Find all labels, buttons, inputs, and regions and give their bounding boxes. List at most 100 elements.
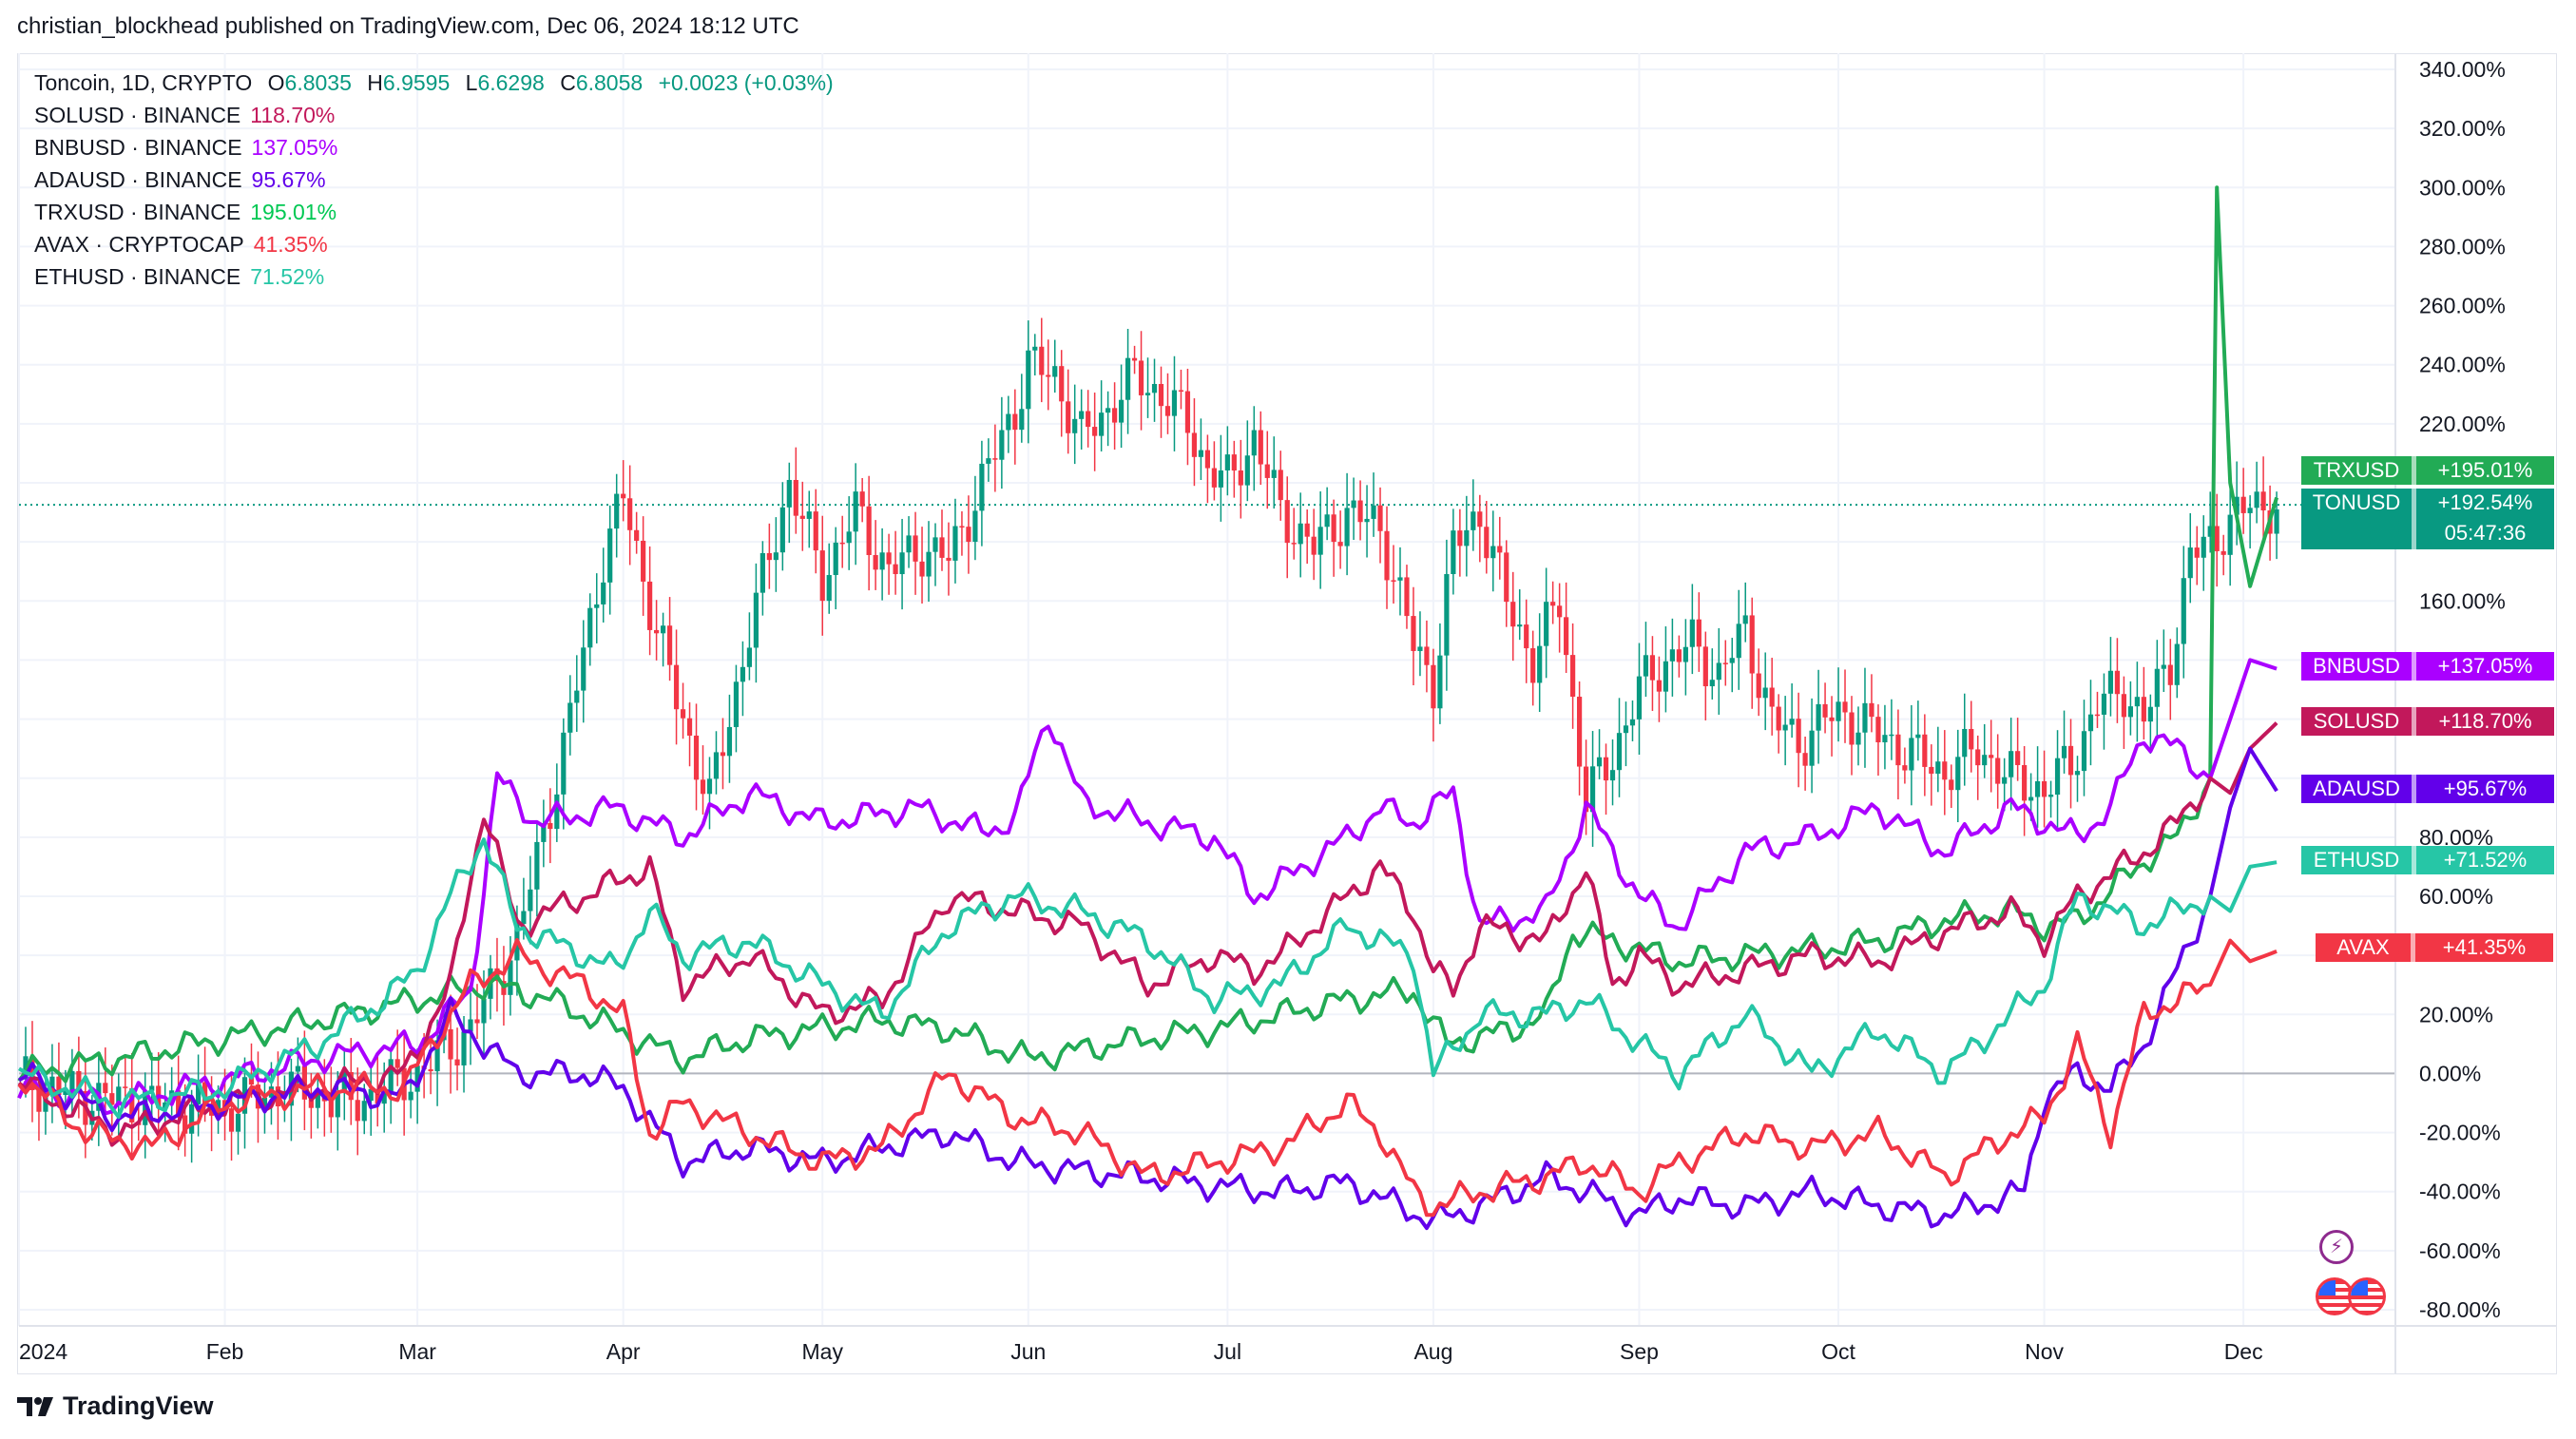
ton-candle xyxy=(2161,664,2166,669)
ton-candle xyxy=(1211,468,1217,488)
ton-candle xyxy=(1550,602,1556,606)
ton-candle xyxy=(248,1077,255,1085)
x-tick-label: Mar xyxy=(398,1339,436,1364)
ton-candle xyxy=(2240,496,2246,513)
ton-candle xyxy=(746,647,753,667)
ton-candle xyxy=(554,794,560,830)
price-badge-solusd[interactable]: SOLUSD +118.70% xyxy=(2301,707,2554,736)
ton-candle xyxy=(1716,662,1721,681)
ton-candle xyxy=(1411,616,1416,651)
ton-candle xyxy=(1922,734,1928,767)
ton-candle xyxy=(607,528,613,583)
ton-candle xyxy=(1537,645,1543,683)
us-flag-icon-2[interactable] xyxy=(2348,1277,2386,1315)
ton-candle xyxy=(548,822,553,830)
badge-percent: +71.52% xyxy=(2443,848,2528,872)
price-badge-trxusd[interactable]: TRXUSD +195.01% xyxy=(2301,456,2554,485)
price-badge-avax[interactable]: AVAX +41.35% xyxy=(2316,933,2553,962)
ton-candle xyxy=(1204,450,1211,469)
ton-candle xyxy=(2022,764,2028,801)
ton-candle xyxy=(1822,703,1828,718)
ton-candle xyxy=(1471,511,1476,530)
ton-candle xyxy=(839,542,845,545)
legend-row[interactable]: ADAUSD · BINANCE 95.67% xyxy=(34,163,834,196)
lightning-icon[interactable]: ⚡ xyxy=(2319,1230,2354,1264)
badge-symbol: AVAX xyxy=(2336,935,2390,959)
legend-value: 195.01% xyxy=(250,200,337,224)
ton-candle xyxy=(2087,714,2094,732)
ton-candle xyxy=(2194,547,2200,558)
badge-percent: +137.05% xyxy=(2437,654,2533,678)
ton-candle xyxy=(2002,777,2008,784)
ton-candle xyxy=(1006,413,1011,431)
legend-main-row[interactable]: Toncoin, 1D, CRYPTO O6.8035 H6.9595 L6.6… xyxy=(34,67,834,99)
ton-candle xyxy=(63,1090,68,1095)
ton-candle xyxy=(1544,602,1549,646)
series-line-ethusd xyxy=(17,837,2278,1120)
ton-candle xyxy=(1836,701,1841,721)
ton-candle xyxy=(2201,536,2206,558)
ton-candle xyxy=(1012,413,1018,431)
ton-candle xyxy=(1949,779,1954,791)
ton-candle xyxy=(1869,702,1874,718)
us-flag-icon[interactable] xyxy=(2316,1277,2354,1315)
ton-candle xyxy=(1198,450,1204,457)
price-badge-tonusd[interactable]: TONUSD +192.54% 05:47:36 xyxy=(2301,489,2554,549)
ton-candle xyxy=(826,575,832,602)
ton-candle xyxy=(228,1108,235,1132)
chart-frame[interactable] xyxy=(17,53,2557,1374)
legend-row[interactable]: TRXUSD · BINANCE 195.01% xyxy=(34,196,834,228)
x-tick-label: Jun xyxy=(1010,1339,1046,1364)
ton-candle xyxy=(1802,753,1808,766)
price-badge-bnbusd[interactable]: BNBUSD +137.05% xyxy=(2301,652,2554,681)
ton-candle xyxy=(1291,543,1297,545)
ton-candle xyxy=(1849,712,1855,745)
ton-candle xyxy=(1032,346,1038,351)
badge-percent: +192.54% xyxy=(2437,490,2533,514)
y-tick-label: 300.00% xyxy=(2419,175,2506,200)
series-line-adausd xyxy=(18,746,2278,1231)
legend-row[interactable]: BNBUSD · BINANCE 137.05% xyxy=(34,131,834,163)
ton-candle xyxy=(1935,761,1941,775)
ton-candle xyxy=(1384,530,1390,581)
ton-candle xyxy=(1238,470,1243,486)
ton-candle xyxy=(1889,734,1894,737)
badge-symbol: ETHUSD xyxy=(2313,848,2400,872)
ton-candle xyxy=(109,1093,115,1105)
ton-candle xyxy=(2254,491,2259,508)
ton-candle xyxy=(627,498,633,530)
legend-main-symbol: Toncoin, 1D, CRYPTO xyxy=(34,70,253,95)
ton-candle xyxy=(1431,664,1436,709)
y-tick-label: 320.00% xyxy=(2419,116,2506,141)
x-tick-label: Feb xyxy=(206,1339,244,1364)
ton-candle xyxy=(561,732,567,795)
ton-candle xyxy=(368,1088,374,1102)
tradingview-logo[interactable]: TradingView xyxy=(17,1391,214,1421)
legend-value: 137.05% xyxy=(251,135,338,160)
badge-symbol: SOLUSD xyxy=(2313,709,2400,733)
open-value: 6.8035 xyxy=(284,70,352,95)
price-badge-adausd[interactable]: ADAUSD +95.67% xyxy=(2301,775,2554,803)
ton-candle xyxy=(49,1076,55,1089)
ton-candle xyxy=(1616,733,1623,771)
badge-percent: +195.01% xyxy=(2437,458,2533,482)
ton-candle xyxy=(1669,649,1675,662)
legend-row[interactable]: ETHUSD · BINANCE 71.52% xyxy=(34,260,834,293)
price-badge-ethusd[interactable]: ETHUSD +71.52% xyxy=(2301,846,2554,874)
ton-candle xyxy=(2234,496,2240,515)
ton-candle xyxy=(1816,703,1821,731)
ton-candle xyxy=(873,554,878,570)
ton-candle xyxy=(1875,717,1881,743)
legend-row[interactable]: SOLUSD · BINANCE 118.70% xyxy=(34,99,834,131)
badge-percent: +118.70% xyxy=(2438,709,2532,733)
ton-candle xyxy=(348,1071,354,1101)
ton-candle xyxy=(2121,694,2127,718)
y-tick-label: -20.00% xyxy=(2419,1121,2501,1145)
ton-candle xyxy=(1178,390,1184,393)
badge-divider xyxy=(2411,933,2415,962)
ton-candle xyxy=(779,507,785,553)
legend-row[interactable]: AVAX · CRYPTOCAP 41.35% xyxy=(34,228,834,260)
ton-candle xyxy=(799,515,805,519)
ton-candle xyxy=(1989,755,1994,758)
